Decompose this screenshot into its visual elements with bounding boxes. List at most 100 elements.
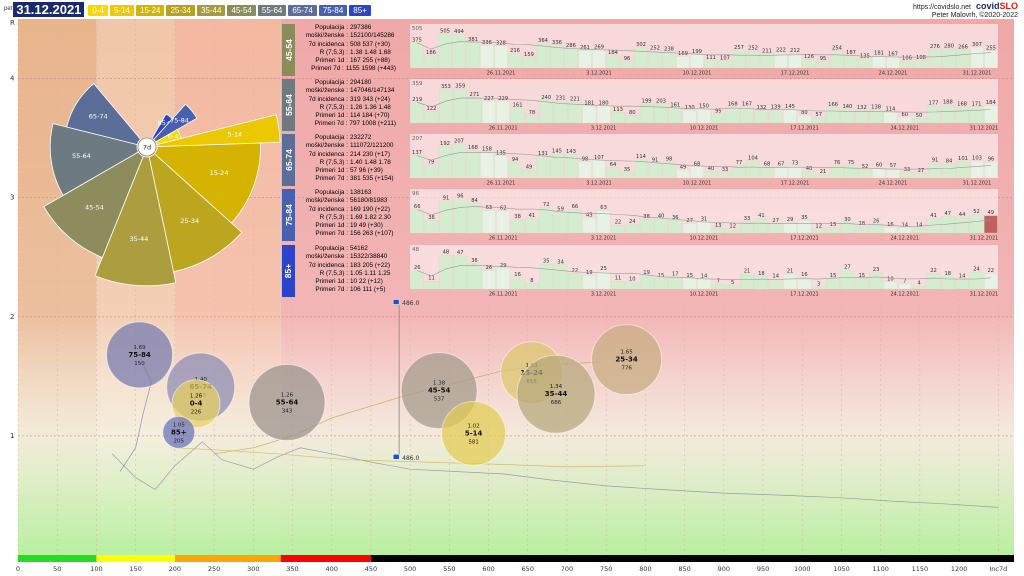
pie-slice-label: 75-84 (170, 117, 189, 125)
bar-value: 29 (787, 217, 794, 223)
age-badge[interactable]: 65-74 (288, 5, 317, 16)
daily-bar (639, 219, 654, 234)
bubble-inc: 343 (282, 409, 293, 415)
daily-bar (510, 219, 525, 234)
bar-value: 211 (762, 48, 772, 54)
bar-value: 24 (629, 219, 636, 225)
daily-bar (858, 169, 872, 179)
daily-bar (539, 264, 554, 290)
daily-bar (578, 50, 592, 69)
daily-bar (754, 110, 769, 124)
daily-bar (711, 228, 726, 234)
bubble-r: 1.26 (190, 394, 203, 400)
stat-label: 7d incidenca : (308, 261, 348, 269)
daily-bar (522, 57, 536, 69)
daily-bar (453, 198, 467, 234)
pie-slice (43, 151, 144, 259)
daily-bar (912, 118, 926, 124)
bar-value: 57 (815, 112, 822, 118)
daily-bar (620, 172, 634, 179)
age-badge[interactable]: 55-64 (257, 5, 287, 16)
bar-value: 359 (455, 84, 465, 90)
age-badge[interactable]: 5-14 (109, 5, 134, 16)
daily-bar (811, 228, 826, 234)
age-badge[interactable]: 45-54 (227, 5, 256, 16)
bubble (441, 401, 507, 467)
x-tick-label: 0 (16, 565, 20, 573)
daily-bar (536, 43, 550, 69)
bar-value: 132 (756, 105, 766, 111)
daily-bar (760, 166, 774, 179)
bar-value: 43 (586, 212, 593, 218)
bar-value: 26 (486, 265, 493, 271)
daily-bar (596, 210, 611, 234)
daily-bar (568, 273, 582, 290)
x-tick-label: 150 (129, 565, 141, 573)
daily-bar (725, 285, 740, 290)
date-label: 10.12.2021 (683, 71, 712, 77)
day-label: pet (4, 6, 13, 12)
daily-bar (424, 55, 438, 69)
bar-value: 11 (615, 276, 622, 282)
age-badge[interactable]: 15-24 (136, 5, 165, 16)
stat-label: moški/ženske : (305, 253, 348, 261)
date-label: 31.12.2021 (970, 236, 998, 242)
stat-row: 7d incidenca :169 190 (+22) (296, 206, 396, 214)
daily-bar (811, 286, 826, 290)
stat-value: 1.05 1.11 1.25 (350, 269, 391, 277)
daily-bar (969, 106, 984, 124)
bar-value: 25 (600, 266, 607, 272)
daily-bar (897, 283, 912, 290)
age-panel-45-54: 45-54 Populacija :297386 moški/ženske :152… (282, 24, 1000, 76)
bar-value: 14 (916, 223, 923, 229)
age-tag-label: 45-54 (283, 39, 294, 61)
bar-value: 107 (720, 55, 730, 61)
bar-value: 29 (500, 263, 507, 269)
daily-bar (872, 55, 886, 69)
age-badge[interactable]: 85+ (349, 5, 371, 16)
date-label: 3.12.2021 (586, 71, 611, 77)
daily-bar (704, 171, 718, 179)
bar-value: 280 (944, 44, 954, 50)
bar-value: 33 (722, 167, 729, 173)
stat-value: 319 343 (+24) (350, 95, 390, 103)
bar-value: 63 (600, 205, 607, 211)
daily-bar (439, 89, 453, 124)
bar-value: 7 (903, 279, 906, 285)
daily-bar (625, 115, 640, 124)
x-tick-label: 850 (678, 565, 690, 573)
daily-bar (774, 52, 788, 69)
bar-value: 31 (701, 217, 708, 223)
date-label: 3.12.2021 (591, 236, 616, 242)
age-badge[interactable]: 0-4 (88, 5, 108, 16)
bar-value: 98 (666, 156, 673, 162)
bar-value: 181 (584, 100, 594, 106)
site-url[interactable]: https://covidslo.net (913, 4, 972, 11)
stat-label: R (7,5,3) : (319, 269, 348, 277)
daily-bar (697, 278, 711, 290)
bar-value: 96 (457, 194, 464, 200)
daily-bar (522, 169, 536, 179)
stat-row: Primeri 1d :114 184 (+70) (296, 112, 396, 120)
bar-value: 91 (652, 158, 659, 164)
daily-bar (940, 105, 955, 124)
age-badge[interactable]: 35-44 (196, 5, 226, 16)
stat-label: 7d incidenca : (308, 150, 348, 158)
daily-bar (826, 278, 840, 290)
bubble-r: 1.34 (550, 384, 563, 390)
daily-bar (914, 173, 928, 179)
bar-value: 78 (529, 110, 536, 116)
daily-bar (883, 281, 898, 290)
bar-value: 19 (586, 270, 593, 276)
bar-value: 60 (901, 112, 908, 118)
date-label: 17.12.2021 (781, 71, 810, 77)
x-tick-label: Inc7d (989, 565, 1007, 573)
daily-bar (774, 166, 788, 179)
flag-icon (392, 454, 400, 460)
daily-bar (568, 101, 582, 124)
age-badge[interactable]: 25-34 (166, 5, 195, 16)
age-badge[interactable]: 75-84 (318, 5, 348, 16)
daily-bar (634, 47, 648, 69)
daily-bar (746, 50, 760, 69)
bar-value: 212 (790, 48, 800, 54)
